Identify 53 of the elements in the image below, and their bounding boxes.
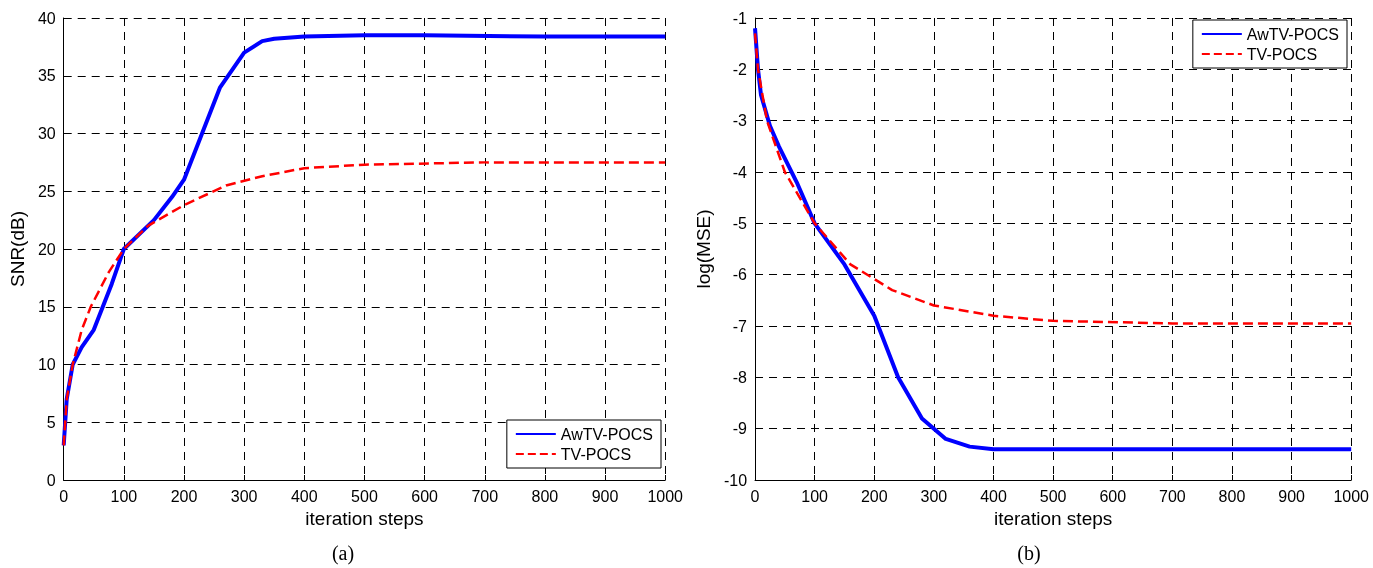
x-tick-label: 1000 (1333, 487, 1370, 505)
y-tick-label: 5 (46, 413, 56, 431)
x-tick-label: 100 (801, 487, 829, 505)
x-tick-label: 300 (920, 487, 948, 505)
legend-label: TV-POCS (560, 445, 632, 463)
x-tick-label: 300 (230, 487, 258, 505)
y-tick-label: 20 (37, 240, 56, 258)
legend-label: TV-POCS (1246, 45, 1318, 63)
x-tick-label: 200 (860, 487, 888, 505)
x-tick-label: 900 (1278, 487, 1306, 505)
y-tick-label: 15 (37, 298, 56, 316)
text: (a) (331, 542, 355, 565)
y-tick-label: 0 (46, 471, 56, 489)
x-tick-label: 400 (980, 487, 1007, 505)
y-tick-label: -10 (723, 471, 748, 489)
y-tick-label: 30 (37, 125, 56, 142)
text: (b) (1017, 542, 1041, 565)
x-tick-label: 100 (110, 487, 138, 505)
x-tick-label: 700 (1159, 487, 1186, 505)
x-tick-label: 400 (290, 487, 318, 505)
y-tick-label: 10 (37, 356, 56, 373)
y-tick-label: 40 (37, 9, 56, 27)
x-tick-label: 0 (750, 487, 760, 505)
line-series (62, 161, 667, 447)
x-tick-label: 500 (351, 487, 378, 505)
x-tick-label: 800 (1218, 487, 1246, 505)
y-tick-label: -6 (732, 266, 748, 284)
x-tick-label: 600 (411, 487, 439, 505)
y-tick-label: -2 (732, 60, 748, 78)
x-tick-label: 800 (531, 487, 559, 505)
y-axis-title: log(MSE) (693, 209, 714, 289)
legend-label: AwTV-POCS (560, 425, 653, 443)
y-tick-label: -8 (732, 368, 748, 386)
x-tick-label: 1000 (647, 487, 684, 505)
y-tick-label: -4 (732, 163, 748, 181)
x-tick-label: 500 (1039, 487, 1067, 505)
y-tick-label: -9 (732, 420, 748, 438)
x-axis-title: iteration steps (993, 507, 1113, 529)
line-series (753, 26, 1354, 452)
y-tick-label: -5 (732, 214, 748, 232)
x-tick-label: 0 (59, 487, 69, 505)
legend-label: AwTV-POCS (1246, 25, 1339, 43)
x-tick-label: 900 (591, 487, 619, 505)
y-axis-title: SNR(dB) (7, 210, 28, 288)
x-tick-label: 200 (170, 487, 198, 505)
y-tick-label: 25 (37, 182, 56, 200)
x-tick-label: 700 (471, 487, 499, 505)
y-tick-label: -1 (732, 9, 748, 27)
x-tick-label: 600 (1099, 487, 1127, 505)
y-tick-label: 35 (37, 67, 56, 85)
x-axis-title: iteration steps (305, 507, 424, 529)
y-tick-label: -7 (732, 317, 748, 335)
y-tick-label: -3 (732, 112, 748, 130)
